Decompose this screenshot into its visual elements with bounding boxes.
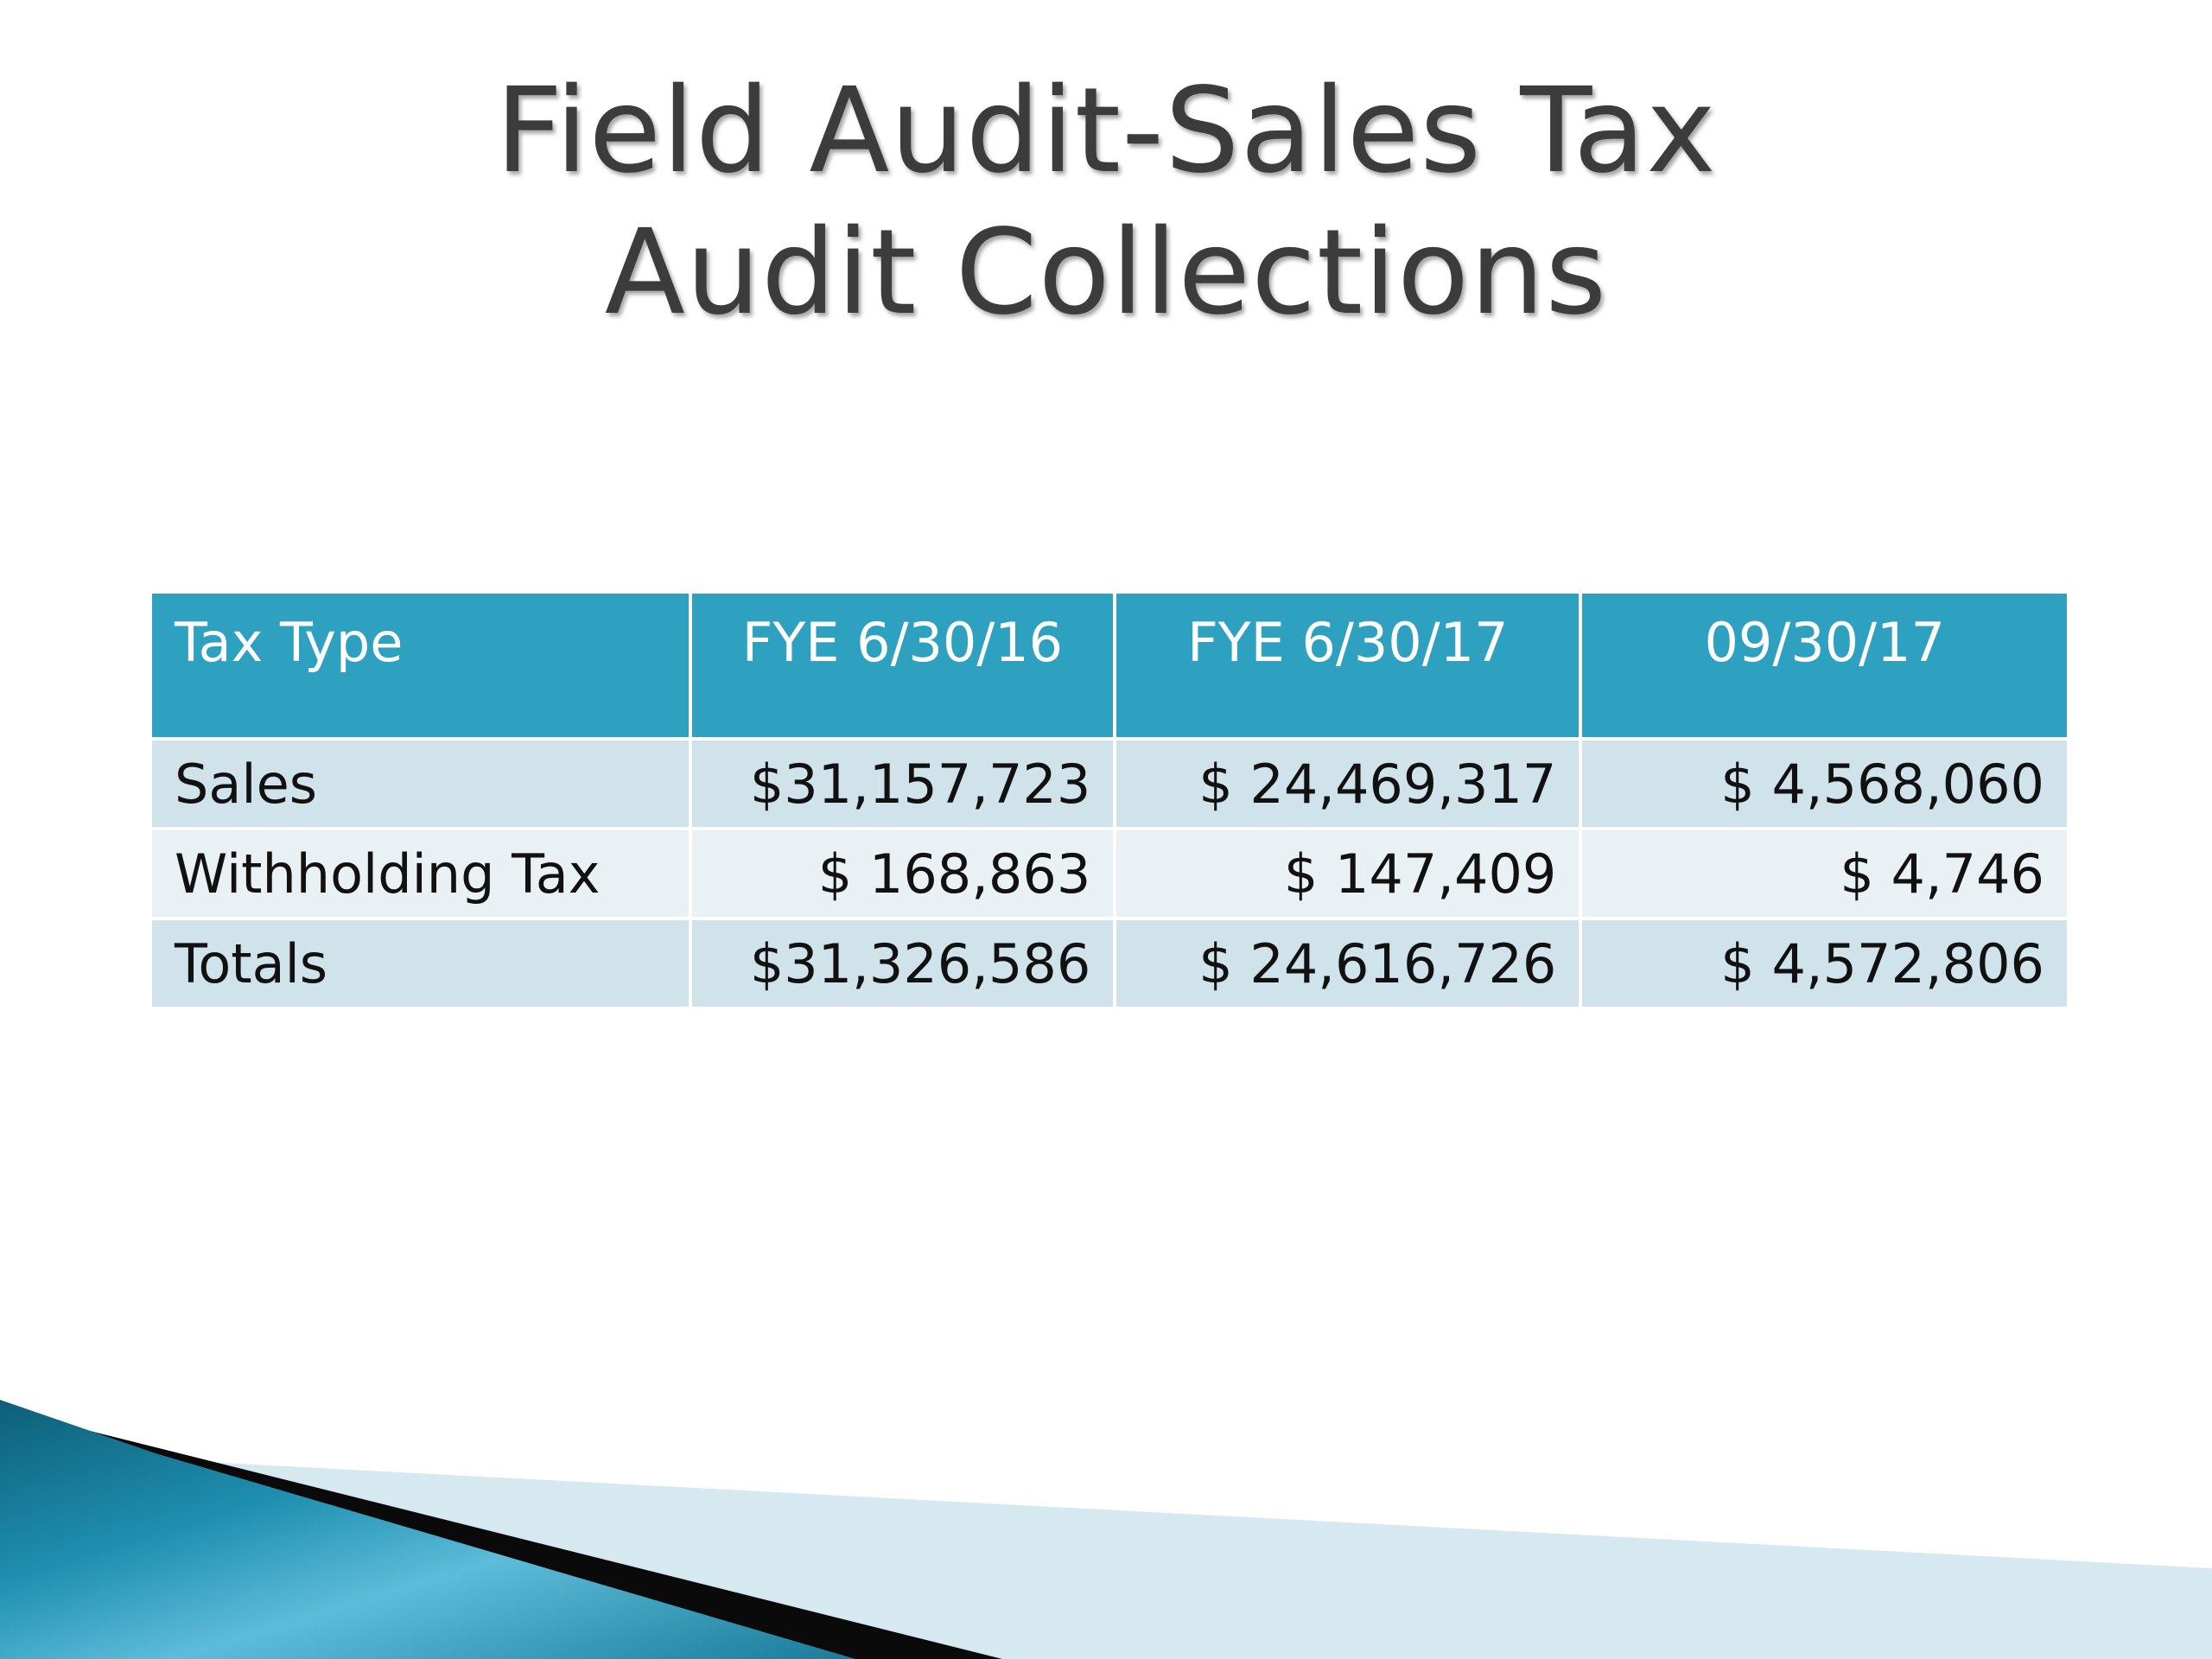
row-label: Totals	[149, 917, 692, 1010]
header-fye-2016: FYE 6/30/16	[688, 590, 1117, 741]
audit-collections-table: Tax Type FYE 6/30/16 FYE 6/30/17 09/30/1…	[149, 590, 2070, 1010]
cell-value: $31,326,586	[688, 917, 1117, 1010]
decorative-swoosh	[0, 1400, 2212, 1659]
row-label: Withholding Tax	[149, 827, 692, 920]
table-header-row: Tax Type FYE 6/30/16 FYE 6/30/17 09/30/1…	[149, 590, 2070, 741]
header-tax-type: Tax Type	[149, 590, 692, 741]
cell-value: $ 24,469,317	[1113, 737, 1583, 830]
cell-value: $ 4,572,806	[1579, 917, 2070, 1010]
table-row: Withholding Tax $ 168,863 $ 147,409 $ 4,…	[149, 827, 2070, 920]
header-q1-2018: 09/30/17	[1579, 590, 2070, 741]
row-label: Sales	[149, 737, 692, 830]
table-row: Totals $31,326,586 $ 24,616,726 $ 4,572,…	[149, 917, 2070, 1010]
slide-title: Field Audit-Sales Tax Audit Collections	[0, 60, 2212, 344]
cell-value: $ 4,746	[1579, 827, 2070, 920]
title-line-1: Field Audit-Sales Tax	[495, 63, 1717, 200]
title-line-2: Audit Collections	[604, 205, 1608, 341]
cell-value: $ 24,616,726	[1113, 917, 1583, 1010]
black-wedge	[0, 1408, 1002, 1659]
header-fye-2017: FYE 6/30/17	[1113, 590, 1583, 741]
cell-value: $31,157,723	[688, 737, 1117, 830]
cell-value: $ 4,568,060	[1579, 737, 2070, 830]
teal-wedge	[0, 1400, 855, 1659]
light-wedge	[173, 1460, 2212, 1659]
cell-value: $ 147,409	[1113, 827, 1583, 920]
table-row: Sales $31,157,723 $ 24,469,317 $ 4,568,0…	[149, 737, 2070, 830]
cell-value: $ 168,863	[688, 827, 1117, 920]
